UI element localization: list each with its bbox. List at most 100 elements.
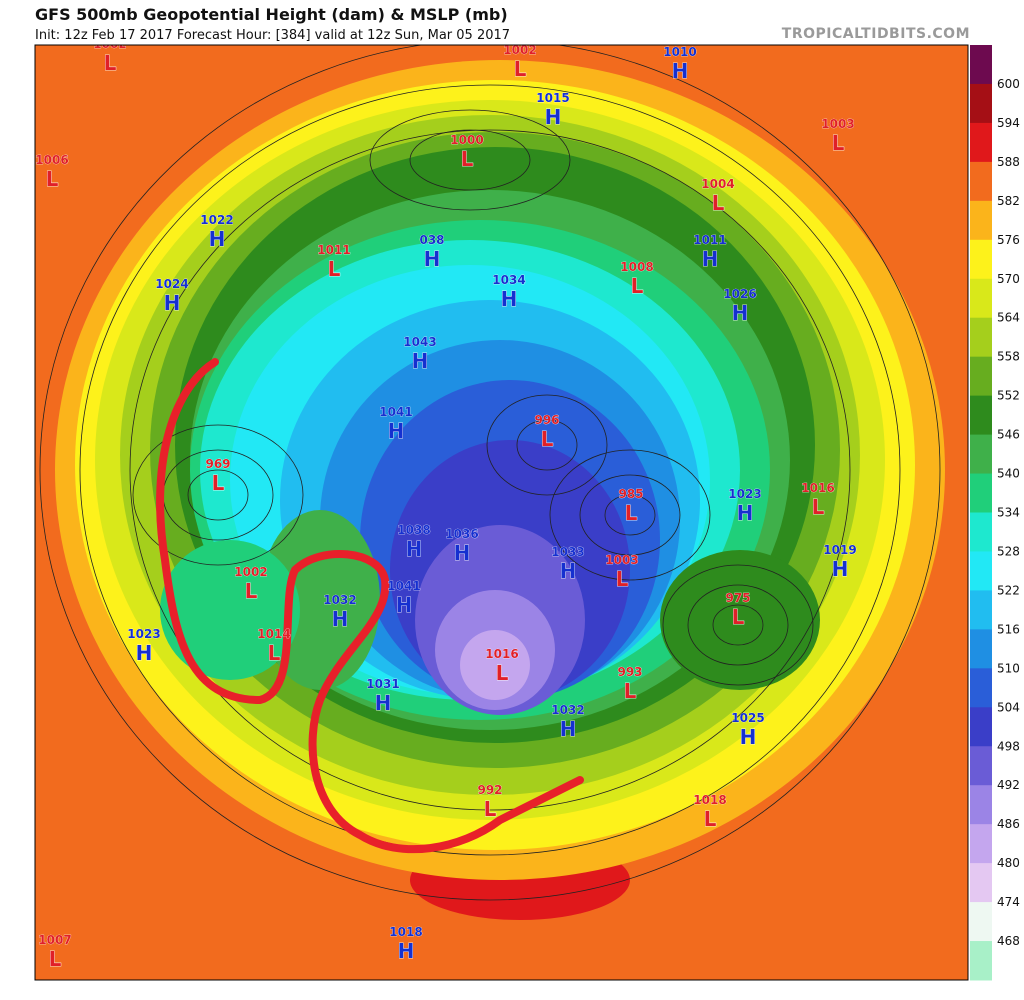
colorbar-label: 534 (997, 506, 1020, 520)
center-letter: L (541, 427, 554, 451)
center-letter: H (732, 301, 749, 325)
center-letter: H (388, 419, 405, 443)
center-letter: L (461, 147, 474, 171)
center-value: 1008 (620, 260, 653, 274)
center-letter: H (832, 557, 849, 581)
colorbar-label: 576 (997, 233, 1020, 247)
colorbar-swatch (970, 239, 992, 280)
center-letter: H (406, 537, 423, 561)
colorbar-swatch (970, 863, 992, 903)
center-letter: L (268, 641, 281, 665)
colorbar-label: 564 (997, 311, 1020, 325)
center-value: 1023 (728, 487, 761, 501)
center-value: 1002 (503, 43, 536, 57)
colorbar-label: 528 (997, 544, 1020, 558)
colorbar: 600 594 588 582 576 570 564 558 552 546 540 534 528 5… (970, 45, 1020, 981)
center-letter: L (104, 51, 117, 75)
center-letter: H (740, 725, 757, 749)
colorbar-swatch (970, 122, 992, 163)
center-letter: H (332, 607, 349, 631)
center-value: 1023 (127, 627, 160, 641)
center-value: 1041 (379, 405, 412, 419)
center-letter: L (484, 797, 497, 821)
center-value: 1034 (492, 273, 525, 287)
center-value: 1022 (200, 213, 233, 227)
center-letter: H (545, 105, 562, 129)
center-value: 1010 (663, 45, 696, 59)
center-value: 1018 (693, 793, 726, 807)
colorbar-swatch (970, 200, 992, 241)
center-value: 1002 (93, 37, 126, 51)
center-value: 1000 (450, 133, 483, 147)
colorbar-swatch (970, 395, 992, 436)
center-letter: H (454, 541, 471, 565)
center-value: 1007 (38, 933, 71, 947)
center-letter: L (624, 679, 637, 703)
center-letter: H (398, 939, 415, 963)
center-letter: H (136, 641, 153, 665)
center-value: 1033 (551, 545, 584, 559)
center-value: 1025 (731, 711, 764, 725)
center-value: 1041 (387, 579, 420, 593)
colorbar-swatch (970, 629, 992, 669)
center-letter: L (616, 567, 629, 591)
center-value: 1016 (801, 481, 834, 495)
colorbar-label: 504 (997, 700, 1020, 714)
center-letter: L (49, 947, 62, 971)
center-letter: L (328, 257, 341, 281)
colorbar-swatch (970, 161, 992, 202)
center-value: 1014 (257, 627, 290, 641)
colorbar-label: 480 (997, 856, 1020, 870)
center-letter: H (396, 593, 413, 617)
center-letter: H (702, 247, 719, 271)
center-letter: L (514, 57, 527, 81)
center-value: 1015 (536, 91, 569, 105)
colorbar-label: 540 (997, 467, 1020, 481)
center-value: 1011 (693, 233, 726, 247)
isobars (39, 45, 941, 901)
colorbar-swatch (970, 941, 992, 981)
colorbar-label: 492 (997, 778, 1020, 792)
colorbar-swatch (970, 551, 992, 591)
center-value: 1032 (323, 593, 356, 607)
center-value: 1016 (485, 647, 518, 661)
colorbar-swatch (970, 45, 992, 85)
center-letter: L (712, 191, 725, 215)
colorbar-label: 558 (997, 350, 1020, 364)
center-letter: L (631, 274, 644, 298)
center-letter: H (375, 691, 392, 715)
center-value: 1032 (551, 703, 584, 717)
colorbar-label: 588 (997, 155, 1020, 169)
center-letter: H (672, 59, 689, 83)
colorbar-label: 474 (997, 895, 1020, 909)
colorbar-swatch (970, 824, 992, 864)
colorbar-label: 498 (997, 739, 1020, 753)
colorbar-label: 510 (997, 661, 1020, 675)
colorbar-label: 570 (997, 272, 1020, 286)
colorbar-swatch (970, 785, 992, 825)
center-value: 1003 (821, 117, 854, 131)
center-value: 1036 (445, 527, 478, 541)
colorbar-swatch (970, 473, 992, 513)
center-value: 1002 (234, 565, 267, 579)
colorbar-swatch (970, 902, 992, 942)
colorbar-swatch (970, 278, 992, 319)
colorbar-label: 582 (997, 194, 1020, 208)
center-value: 996 (534, 413, 559, 427)
center-letter: L (245, 579, 258, 603)
center-value: 1024 (155, 277, 188, 291)
center-letter: H (412, 349, 429, 373)
center-letter: L (732, 605, 745, 629)
center-letter: H (164, 291, 181, 315)
center-letter: H (737, 501, 754, 525)
center-letter: L (704, 807, 717, 831)
center-value: 1019 (823, 543, 856, 557)
colorbar-label: 522 (997, 583, 1020, 597)
colorbar-label: 594 (997, 116, 1020, 130)
center-value: 038 (419, 233, 444, 247)
colorbar-swatch (970, 707, 992, 747)
center-letter: L (46, 167, 59, 191)
center-letter: L (212, 471, 225, 495)
center-letter: H (560, 559, 577, 583)
